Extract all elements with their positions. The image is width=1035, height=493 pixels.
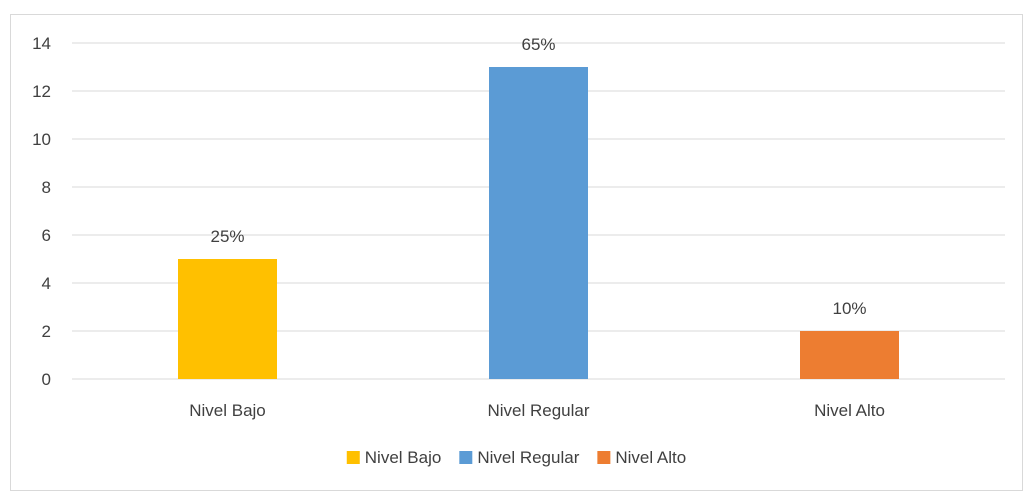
y-axis-ticks: 0 2 4 6 8 10 12 14 — [32, 34, 51, 389]
legend-item: Nivel Regular — [459, 448, 580, 467]
legend: Nivel Bajo Nivel Regular Nivel Alto — [346, 448, 686, 467]
x-tick-label: Nivel Bajo — [189, 401, 266, 420]
legend-swatch — [346, 451, 360, 464]
legend-label: Nivel Bajo — [365, 448, 442, 467]
data-label: 25% — [210, 227, 244, 246]
legend-item: Nivel Bajo — [346, 448, 442, 467]
data-label: 65% — [521, 35, 555, 54]
legend-label: Nivel Regular — [477, 448, 579, 467]
legend-label: Nivel Alto — [615, 448, 686, 467]
x-tick-label: Nivel Alto — [814, 401, 885, 420]
data-label: 10% — [832, 299, 866, 318]
legend-swatch — [459, 451, 473, 464]
y-tick-label: 6 — [42, 226, 51, 245]
legend-item: Nivel Alto — [597, 448, 686, 467]
bars — [178, 67, 899, 379]
y-tick-label: 10 — [32, 130, 51, 149]
y-tick-label: 8 — [42, 178, 51, 197]
y-tick-label: 14 — [32, 34, 51, 53]
category-labels: Nivel Bajo Nivel Regular Nivel Alto — [189, 401, 885, 420]
bar — [800, 331, 899, 379]
y-tick-label: 0 — [42, 370, 51, 389]
data-labels: 25% 65% 10% — [210, 35, 866, 318]
y-tick-label: 2 — [42, 322, 51, 341]
bar — [178, 259, 277, 379]
bar — [489, 67, 588, 379]
legend-swatch — [597, 451, 611, 464]
y-tick-label: 4 — [42, 274, 51, 293]
x-tick-label: Nivel Regular — [487, 401, 589, 420]
y-tick-label: 12 — [32, 82, 51, 101]
